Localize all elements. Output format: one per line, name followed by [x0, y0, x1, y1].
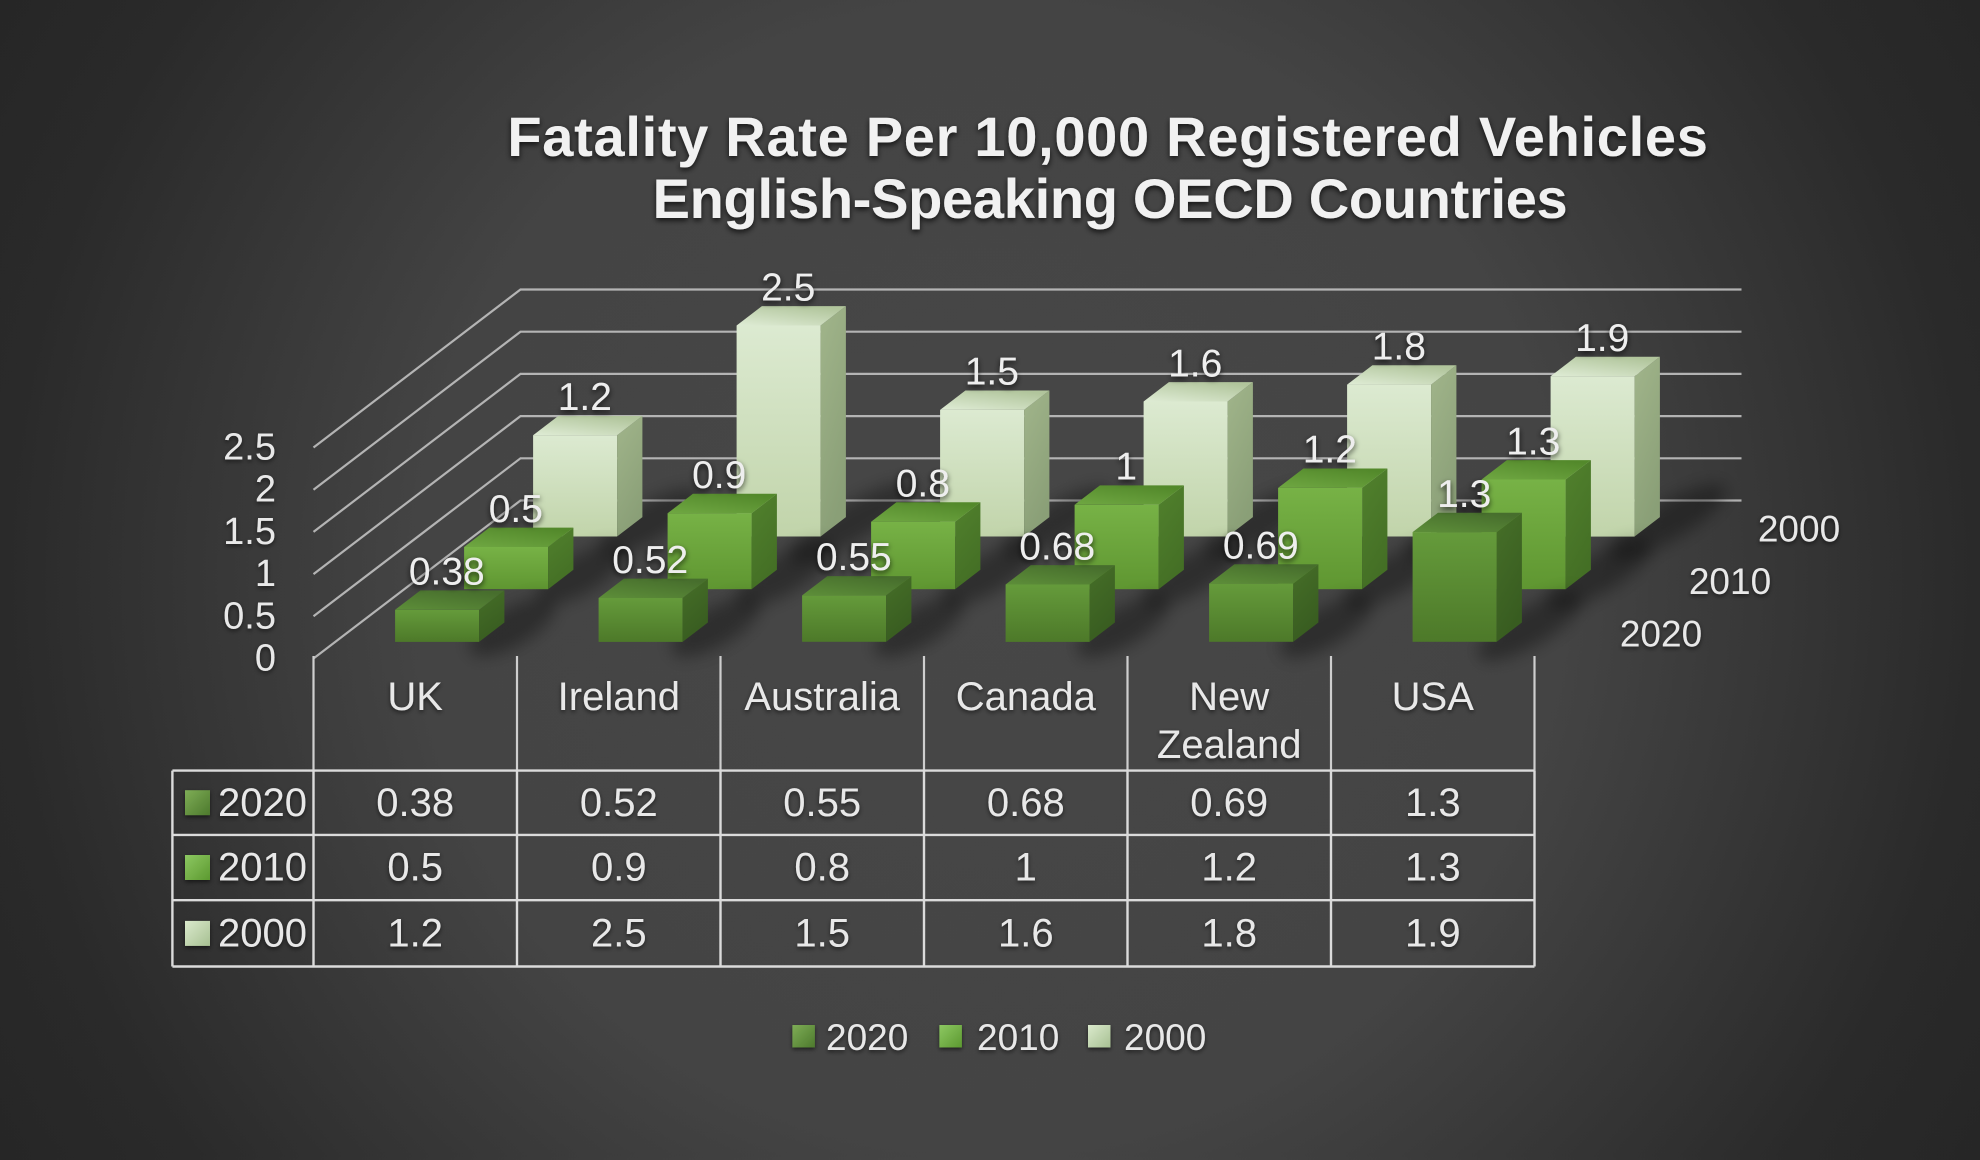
svg-text:Canada: Canada: [956, 675, 1097, 719]
svg-text:2.5: 2.5: [223, 427, 276, 469]
svg-text:0.5: 0.5: [489, 488, 543, 531]
svg-text:0.69: 0.69: [1223, 524, 1299, 567]
svg-text:1.5: 1.5: [223, 511, 276, 553]
svg-text:1.2: 1.2: [387, 911, 443, 955]
svg-text:Australia: Australia: [744, 675, 900, 719]
svg-text:1: 1: [1115, 446, 1137, 489]
svg-text:2000: 2000: [1124, 1017, 1206, 1058]
svg-text:1.8: 1.8: [1201, 911, 1257, 955]
svg-text:2: 2: [255, 469, 276, 511]
svg-text:2.5: 2.5: [591, 911, 647, 955]
svg-text:1.2: 1.2: [1201, 846, 1257, 890]
svg-text:0.52: 0.52: [580, 781, 658, 825]
svg-text:UK: UK: [387, 675, 443, 719]
svg-text:0.8: 0.8: [896, 463, 950, 506]
svg-text:0.9: 0.9: [692, 454, 746, 497]
svg-text:0.8: 0.8: [794, 846, 850, 890]
svg-text:1.6: 1.6: [998, 911, 1054, 955]
svg-text:2010: 2010: [977, 1017, 1059, 1058]
svg-text:New: New: [1189, 675, 1269, 719]
svg-text:1.5: 1.5: [965, 351, 1019, 394]
svg-text:2010: 2010: [1689, 561, 1771, 602]
svg-text:0.69: 0.69: [1190, 781, 1268, 825]
svg-text:2020: 2020: [826, 1017, 908, 1058]
svg-text:English-Speaking OECD Countrie: English-Speaking OECD Countries: [653, 167, 1568, 230]
svg-text:0.55: 0.55: [783, 781, 861, 825]
svg-text:1.2: 1.2: [558, 376, 612, 419]
svg-text:1.3: 1.3: [1405, 781, 1461, 825]
svg-text:Zealand: Zealand: [1157, 723, 1302, 767]
svg-text:0.5: 0.5: [223, 595, 276, 637]
svg-text:1.3: 1.3: [1437, 473, 1491, 516]
svg-text:1.3: 1.3: [1405, 846, 1461, 890]
svg-text:1: 1: [255, 553, 276, 595]
svg-text:0.55: 0.55: [816, 536, 892, 579]
svg-text:2020: 2020: [218, 781, 307, 825]
svg-text:Ireland: Ireland: [558, 675, 680, 719]
svg-text:0: 0: [255, 638, 276, 680]
svg-text:2.5: 2.5: [761, 266, 815, 309]
svg-text:0.52: 0.52: [612, 539, 688, 582]
svg-text:1.9: 1.9: [1405, 911, 1461, 955]
svg-text:1.8: 1.8: [1372, 325, 1426, 368]
svg-text:2000: 2000: [1758, 508, 1840, 549]
svg-text:0.38: 0.38: [376, 781, 454, 825]
svg-text:0.68: 0.68: [987, 781, 1065, 825]
svg-text:1.9: 1.9: [1575, 317, 1629, 360]
svg-text:0.9: 0.9: [591, 846, 647, 890]
svg-text:1: 1: [1015, 846, 1037, 890]
svg-text:2000: 2000: [218, 911, 307, 955]
svg-text:1.3: 1.3: [1506, 420, 1560, 463]
svg-text:0.68: 0.68: [1019, 525, 1095, 568]
svg-text:0.38: 0.38: [409, 551, 485, 594]
svg-text:USA: USA: [1392, 675, 1475, 719]
svg-text:1.2: 1.2: [1303, 429, 1357, 472]
svg-text:2010: 2010: [218, 846, 307, 890]
svg-text:1.5: 1.5: [794, 911, 850, 955]
svg-text:2020: 2020: [1620, 614, 1702, 655]
svg-text:0.5: 0.5: [387, 846, 443, 890]
svg-text:1.6: 1.6: [1168, 342, 1222, 385]
svg-text:Fatality Rate Per 10,000 Regis: Fatality Rate Per 10,000 Registered Vehi…: [507, 105, 1708, 168]
